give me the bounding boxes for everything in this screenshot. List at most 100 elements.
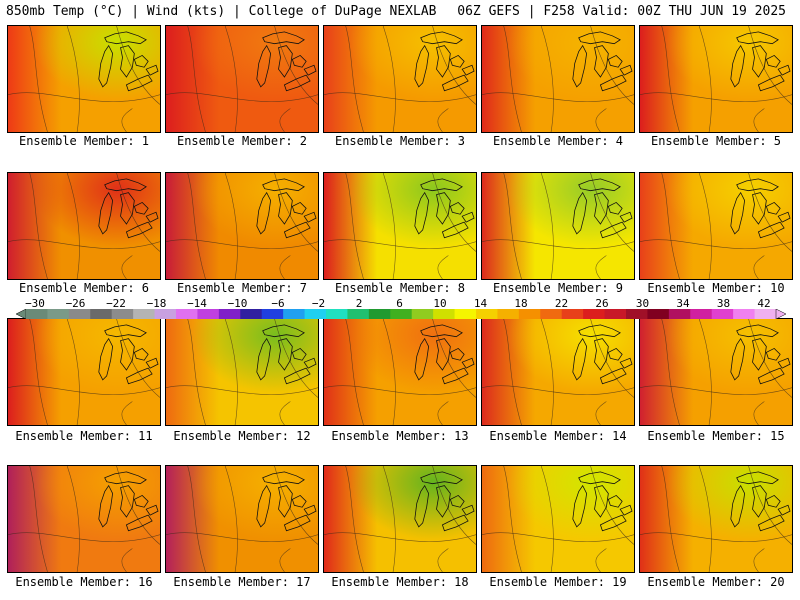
colorbar-swatch — [326, 309, 348, 319]
colorbar-tick-label: −30 — [25, 297, 45, 310]
ensemble-panel-17 — [165, 465, 319, 573]
colorbar-tick-label: 34 — [676, 297, 690, 310]
colorbar-tick-label: −26 — [65, 297, 86, 310]
colorbar-swatch — [390, 309, 413, 319]
colorbar-tick-label: −22 — [106, 297, 126, 310]
colorbar-tick-label: 18 — [514, 297, 528, 310]
ensemble-panel-11 — [7, 318, 161, 426]
ensemble-member-label: Ensemble Member: 3 — [334, 134, 466, 148]
ensemble-member-label: Ensemble Member: 15 — [647, 429, 785, 443]
colorbar-swatch — [754, 309, 777, 319]
colorbar-swatch — [240, 309, 263, 319]
colorbar-swatch — [733, 309, 756, 319]
ensemble-panel-5 — [639, 25, 793, 133]
colorbar-swatch — [604, 309, 627, 319]
ensemble-panel-9 — [481, 172, 635, 280]
colorbar-swatch — [433, 309, 456, 319]
map-title: 850mb Temp (°C) | Wind (kts) | College o… — [6, 4, 437, 19]
temperature-field-map — [8, 466, 160, 572]
ensemble-member-label: Ensemble Member: 19 — [489, 575, 627, 589]
colorbar-tick-label: 26 — [595, 297, 609, 310]
ensemble-member-label: Ensemble Member: 7 — [176, 281, 308, 295]
colorbar-swatch — [690, 309, 713, 319]
colorbar-swatch — [26, 309, 48, 319]
temperature-field-map — [324, 319, 476, 425]
ensemble-member-label: Ensemble Member: 11 — [15, 429, 153, 443]
colorbar-swatch — [411, 309, 434, 319]
colorbar-tick-label: −10 — [227, 297, 248, 310]
ensemble-member-label: Ensemble Member: 1 — [18, 134, 150, 148]
ensemble-panel-18 — [323, 465, 477, 573]
temperature-field-map — [324, 466, 476, 572]
colorbar-swatch — [68, 309, 91, 319]
temperature-field-map — [324, 173, 476, 279]
colorbar-swatch — [197, 309, 220, 319]
ensemble-member-label: Ensemble Member: 9 — [492, 281, 624, 295]
ensemble-panel-19 — [481, 465, 635, 573]
colorbar-tick-label: −18 — [146, 297, 167, 310]
temperature-colorbar — [16, 309, 786, 319]
colorbar-tick-label: 22 — [554, 297, 569, 310]
ensemble-panel-14 — [481, 318, 635, 426]
ensemble-panel-15 — [639, 318, 793, 426]
temperature-field-map — [640, 319, 792, 425]
ensemble-member-label: Ensemble Member: 2 — [176, 134, 308, 148]
ensemble-panel-1 — [7, 25, 161, 133]
ensemble-member-label: Ensemble Member: 13 — [331, 429, 469, 443]
ensemble-panel-20 — [639, 465, 793, 573]
ensemble-member-label: Ensemble Member: 10 — [647, 281, 785, 295]
temperature-field-map — [166, 173, 318, 279]
temperature-field-map — [640, 466, 792, 572]
ensemble-panel-8 — [323, 172, 477, 280]
temperature-field-map — [482, 466, 634, 572]
temperature-field-map — [640, 173, 792, 279]
colorbar-swatch — [626, 309, 648, 319]
colorbar-swatch — [583, 309, 606, 319]
model-run-info: 06Z GEFS | F258 Valid: 00Z THU JUN 19 20… — [457, 4, 786, 19]
colorbar-swatch — [218, 309, 241, 319]
ensemble-panel-10 — [639, 172, 793, 280]
ensemble-panel-7 — [165, 172, 319, 280]
colorbar-swatch — [518, 309, 541, 319]
colorbar-tick-label: −14 — [187, 297, 207, 310]
colorbar-tick-label: 10 — [433, 297, 447, 310]
temperature-field-map — [8, 319, 160, 425]
temperature-field-map — [482, 173, 634, 279]
ensemble-member-label: Ensemble Member: 14 — [489, 429, 627, 443]
ensemble-member-label: Ensemble Member: 17 — [173, 575, 311, 589]
temperature-field-map — [166, 26, 318, 132]
colorbar-tick-label: 14 — [473, 297, 488, 310]
colorbar-tick-label: −6 — [271, 297, 285, 310]
ensemble-member-label: Ensemble Member: 12 — [173, 429, 311, 443]
colorbar-swatch — [711, 309, 734, 319]
ensemble-member-label: Ensemble Member: 8 — [334, 281, 466, 295]
ensemble-member-label: Ensemble Member: 5 — [650, 134, 782, 148]
ensemble-panel-3 — [323, 25, 477, 133]
temperature-field-map — [166, 319, 318, 425]
colorbar-swatch — [540, 309, 563, 319]
ensemble-member-label: Ensemble Member: 4 — [492, 134, 624, 148]
colorbar-swatch — [304, 309, 327, 319]
colorbar-swatch — [154, 309, 177, 319]
colorbar-swatch — [476, 309, 498, 319]
colorbar-swatch — [90, 309, 113, 319]
colorbar-swatch — [133, 309, 156, 319]
colorbar-tick-label: 42 — [757, 297, 771, 310]
temperature-field-map — [8, 26, 160, 132]
temperature-field-map — [482, 26, 634, 132]
temperature-field-map — [640, 26, 792, 132]
ensemble-panel-6 — [7, 172, 161, 280]
colorbar-swatch — [497, 309, 520, 319]
colorbar-tick-label: 38 — [716, 297, 731, 310]
colorbar-tick-label: 6 — [396, 297, 403, 310]
colorbar-tick-label: 30 — [635, 297, 650, 310]
temperature-field-map — [8, 173, 160, 279]
temperature-field-map — [482, 319, 634, 425]
ensemble-panel-2 — [165, 25, 319, 133]
colorbar-swatch — [668, 309, 691, 319]
colorbar-swatch — [561, 309, 584, 319]
ensemble-member-label: Ensemble Member: 18 — [331, 575, 469, 589]
colorbar-swatch — [647, 309, 670, 319]
colorbar-swatch — [283, 309, 306, 319]
ensemble-panel-13 — [323, 318, 477, 426]
